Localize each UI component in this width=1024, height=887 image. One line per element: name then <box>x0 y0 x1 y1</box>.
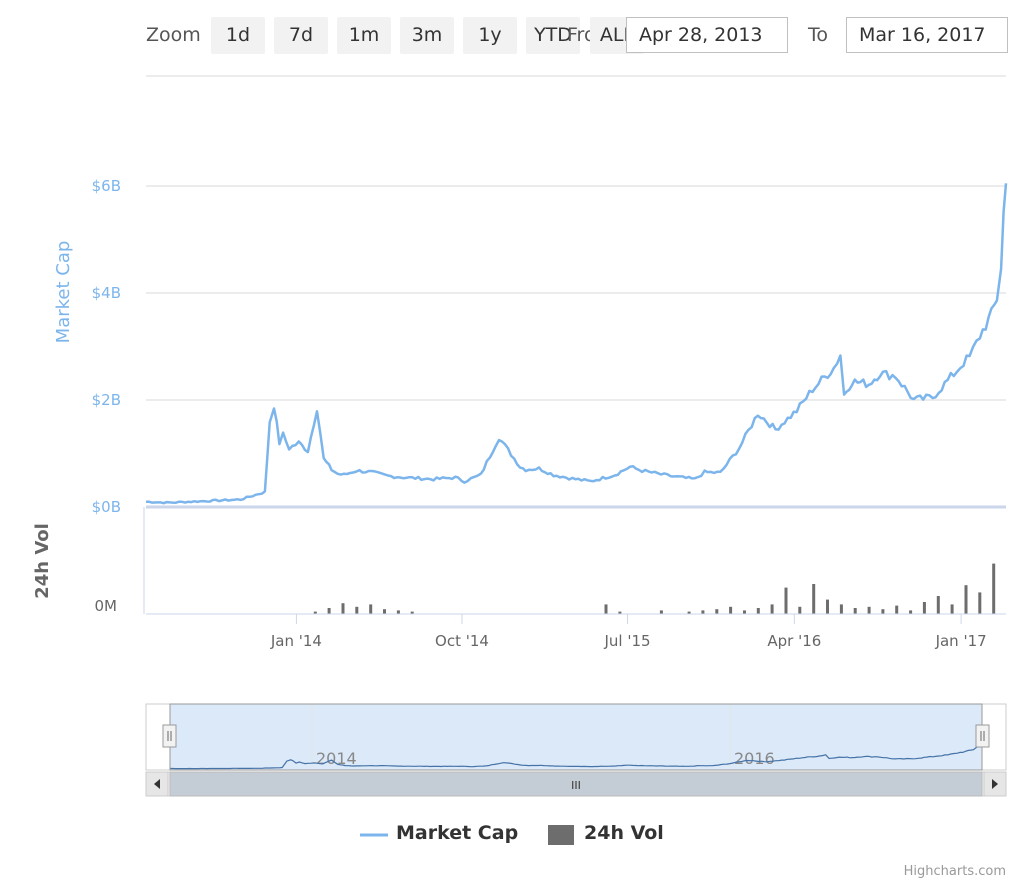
volume-tick-0: 0M <box>95 597 118 615</box>
scrollbar-grip: III <box>571 779 581 792</box>
volume-bar <box>756 608 760 614</box>
volume-bar <box>950 604 954 614</box>
volume-bar <box>784 587 788 614</box>
zoom-1y-button[interactable]: 1y <box>463 17 517 54</box>
x-tick-label: Apr '16 <box>767 632 821 650</box>
navigator-series-line <box>170 738 983 770</box>
volume-bar <box>895 605 899 614</box>
volume-bar <box>341 603 345 614</box>
grid-lines <box>146 185 1006 401</box>
zoom-label: Zoom <box>146 24 201 46</box>
volume-bar <box>618 611 622 614</box>
x-tick-label: Jan '17 <box>935 632 987 650</box>
market-cap-tick-labels: $0B $2B $4B $6B <box>92 177 121 516</box>
volume-bar <box>909 610 913 614</box>
volume-bar <box>853 608 857 614</box>
volume-bar <box>687 611 691 614</box>
market-cap-tick-label: $2B <box>92 391 121 409</box>
navigator-left-handle[interactable] <box>162 724 177 748</box>
from-date-input[interactable]: Apr 28, 2013 <box>626 17 788 53</box>
volume-bar <box>881 609 885 614</box>
x-tick-label: Oct '14 <box>435 632 489 650</box>
volume-bar <box>798 606 802 614</box>
legend-item-volume[interactable]: 24h Vol <box>584 822 664 844</box>
highcharts-credit[interactable]: Highcharts.com <box>903 864 1006 879</box>
volume-bar <box>770 604 774 614</box>
chevron-left-icon <box>154 779 160 789</box>
navigator-selection[interactable] <box>170 704 982 770</box>
to-date-input[interactable]: Mar 16, 2017 <box>846 17 1008 53</box>
x-axis-ticks: Jan '14 Oct '14 Jul '15 Apr '16 Jan '17 <box>270 614 987 650</box>
market-cap-tick-label: $6B <box>92 177 121 195</box>
to-label: To <box>808 24 829 46</box>
volume-bar <box>964 585 968 614</box>
volume-bar <box>313 611 317 614</box>
chevron-right-icon <box>992 779 998 789</box>
volume-bar <box>701 610 705 614</box>
x-tick-label: Jul '15 <box>604 632 651 650</box>
volume-bar <box>355 606 359 614</box>
volume-bar <box>826 599 829 614</box>
market-cap-axis-title: Market Cap <box>53 241 74 344</box>
volume-bar <box>383 609 386 614</box>
volume-bar <box>604 604 608 614</box>
volume-bar <box>715 609 719 614</box>
volume-bar <box>743 610 746 614</box>
volume-bar <box>867 606 871 614</box>
volume-bar <box>369 604 373 614</box>
volume-bar <box>839 604 843 614</box>
volume-bar <box>659 610 663 614</box>
zoom-7d-button[interactable]: 7d <box>274 17 328 54</box>
zoom-1d-button[interactable]: 1d <box>211 17 265 54</box>
volume-series-bars <box>313 563 996 614</box>
volume-bar <box>936 596 940 614</box>
market-cap-series-line[interactable] <box>146 183 1008 505</box>
zoom-ytd-button[interactable]: YTD <box>526 17 580 54</box>
market-cap-tick-label: $0B <box>92 498 121 516</box>
zoom-3m-button[interactable]: 3m <box>400 17 454 54</box>
volume-bar <box>922 602 926 614</box>
volume-bar <box>729 606 733 614</box>
volume-bar <box>327 608 331 614</box>
navigator[interactable]: 2014 2016 III <box>145 703 1007 797</box>
legend-volume-swatch <box>548 825 574 845</box>
legend-item-market-cap[interactable]: Market Cap <box>396 822 519 844</box>
market-cap-tick-label: $4B <box>92 284 121 302</box>
navigator-label-2016: 2016 <box>734 749 775 768</box>
volume-bar <box>992 563 996 614</box>
volume-bar <box>978 592 982 614</box>
scrollbar-thumb[interactable] <box>169 771 983 797</box>
navigator-right-handle[interactable] <box>975 724 990 748</box>
volume-bar <box>812 584 816 614</box>
volume-bar <box>396 610 400 614</box>
zoom-1m-button[interactable]: 1m <box>337 17 391 54</box>
volume-bar <box>410 611 414 614</box>
volume-axis-title: 24h Vol <box>32 523 53 599</box>
x-tick-label: Jan '14 <box>270 632 322 650</box>
navigator-label-2014: 2014 <box>316 749 357 768</box>
